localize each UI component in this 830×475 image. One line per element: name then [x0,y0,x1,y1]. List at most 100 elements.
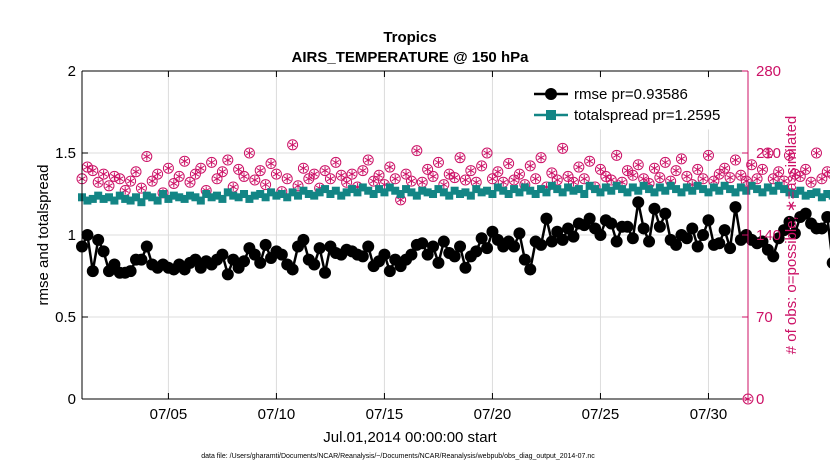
obs-circle [535,152,547,164]
obs-circle [405,175,417,187]
spread-point [499,186,508,195]
obs-asterisk-stroke [450,175,459,181]
obs-point [530,173,542,185]
spread-point [83,196,92,205]
obs-circle [611,149,623,161]
spread-point [407,188,416,197]
obs-circle [432,156,444,168]
obs-asterisk-stroke [305,176,313,182]
obs-circle [557,142,569,154]
obs-circle [249,174,261,186]
spread-point [483,186,492,195]
spread-point [342,188,351,197]
obs-asterisk-stroke [234,166,243,172]
obs-point [729,154,741,166]
rmse-point [518,253,531,266]
obs-point [465,165,477,177]
spread-point [380,188,389,197]
rmse-point [594,229,607,241]
rmse-point [713,237,726,250]
obs-circle [152,168,164,180]
spread-point [450,186,459,195]
obs-asterisk-stroke [569,179,578,185]
y-tick-label: 2 [68,63,76,80]
spread-point [326,190,335,198]
spread-point [94,191,103,200]
spread-point [358,183,367,192]
obs-point [341,176,353,188]
obs-circle [168,177,180,189]
rmse-point [605,217,618,230]
rmse-point [221,268,234,281]
obs-point [87,165,99,177]
obs-circle [578,173,590,185]
spread-point [807,190,816,198]
obs-circle [546,167,558,179]
obs-point [762,147,774,159]
obs-asterisk-stroke [396,197,405,203]
spread-point [763,183,772,192]
obs-circle [773,166,785,178]
obs-asterisk-stroke [720,165,729,171]
obs-asterisk-stroke [715,171,723,177]
spread-point [148,193,157,202]
obs-point [319,165,331,177]
obs-point [222,154,234,166]
obs-circle [184,176,196,188]
obs-circle [389,173,401,185]
spread-point [272,191,281,200]
obs-circle [92,176,104,188]
obs-circle [335,169,347,181]
obs-point [557,142,569,154]
obs-asterisk-stroke [121,188,129,193]
spread-point [256,190,265,198]
spread-point [391,186,400,195]
spread-point [466,191,475,200]
obs-circle [125,175,137,187]
obs-circle [756,163,768,175]
spread-point [250,191,259,200]
y-tick-label: 0 [68,391,76,408]
x-tick-label: 07/25 [582,406,620,423]
obs-circle [654,172,666,184]
obs-asterisk-stroke [418,179,426,185]
obs-point [357,165,369,177]
obs-asterisk-stroke [791,171,799,177]
obs-asterisk-stroke [180,158,189,164]
spread-point [828,191,830,200]
obs-asterisk-stroke [261,182,270,188]
obs-asterisk-stroke [780,178,788,184]
spread-point [709,183,718,192]
spread-point [753,185,762,194]
obs-asterisk-stroke [148,178,156,184]
obs-circle [692,163,704,175]
obs-point [265,158,277,170]
obs-circle [486,173,498,185]
obs-asterisk-stroke [710,178,718,184]
obs-circle [751,173,763,185]
x-tick-label: 07/10 [258,406,296,423]
obs-asterisk-stroke [342,179,351,185]
obs-point [362,154,374,166]
spread-point [321,185,330,194]
rmse-point [821,210,830,223]
obs-point [524,160,536,172]
obs-asterisk-stroke [224,157,232,163]
obs-point [432,156,444,168]
spread-point [591,185,600,194]
spread-point [294,191,303,200]
obs-circle [330,156,342,168]
obs-circle [270,168,282,180]
obs-point [810,147,822,159]
spread-point [520,183,529,192]
obs-point [389,173,401,185]
obs-circle [146,175,158,187]
obs-circle [162,162,174,174]
obs-asterisk-stroke [326,176,335,182]
obs-asterisk-stroke [634,162,642,168]
obs-asterisk-stroke [769,176,777,182]
rmse-point [481,242,494,255]
spread-point [240,190,249,198]
obs-point [184,176,196,188]
obs-circle [265,158,277,170]
